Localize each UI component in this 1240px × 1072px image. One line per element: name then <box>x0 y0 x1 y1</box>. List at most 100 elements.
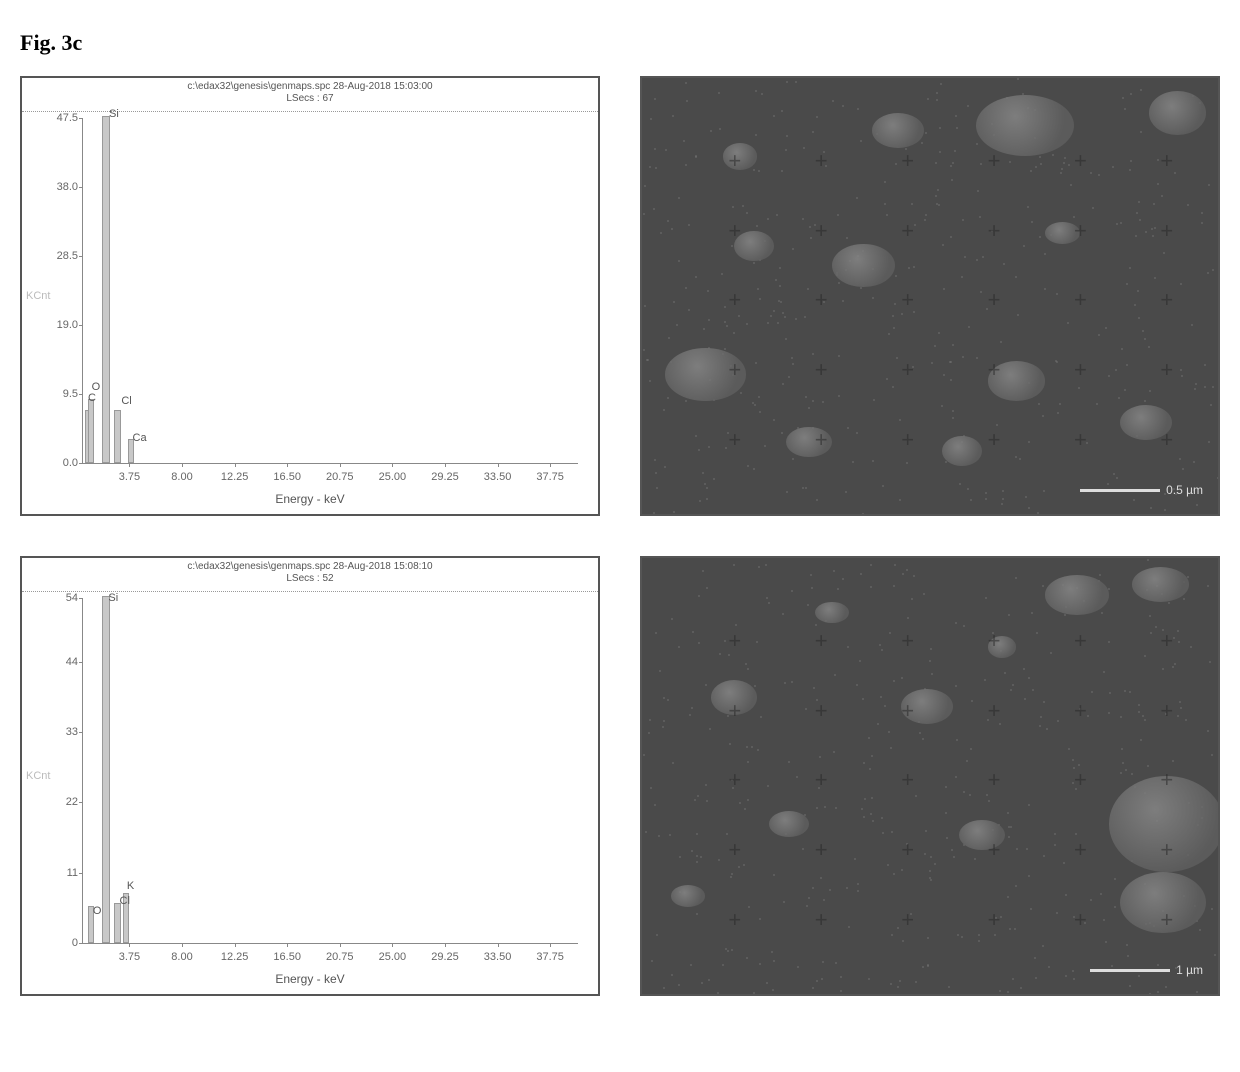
scalebar-line <box>1080 489 1160 492</box>
cross-mark: + <box>1160 287 1173 313</box>
cross-mark: + <box>1074 698 1087 724</box>
cross-mark: + <box>815 907 828 933</box>
sem-particle <box>671 885 706 907</box>
x-tick-label: 20.75 <box>326 951 354 963</box>
cross-mark: + <box>728 427 741 453</box>
y-axis-label: KCnt <box>26 770 50 782</box>
cross-mark: + <box>988 698 1001 724</box>
y-tick-label: 33 <box>33 726 78 738</box>
x-tick-label: 20.75 <box>326 471 354 483</box>
cross-mark: + <box>728 218 741 244</box>
x-tick-label: 12.25 <box>221 471 249 483</box>
y-tick-label: 28.5 <box>33 250 78 262</box>
peak-label: Si <box>109 108 119 120</box>
x-tick-label: 37.75 <box>536 471 564 483</box>
cross-mark: + <box>728 767 741 793</box>
spectrum-header-line2: LSecs : 67 <box>22 93 598 105</box>
cross-mark: + <box>815 837 828 863</box>
cross-mark: + <box>728 357 741 383</box>
y-tick-label: 22 <box>33 796 78 808</box>
cross-mark: + <box>728 148 741 174</box>
row-bottom: c:\edax32\genesis\genmaps.spc 28-Aug-201… <box>20 556 1220 996</box>
cross-mark: + <box>988 427 1001 453</box>
x-tick-label: 16.50 <box>273 471 301 483</box>
cross-mark: + <box>815 628 828 654</box>
scalebar-line <box>1090 969 1170 972</box>
sem-particle <box>872 113 924 148</box>
cross-mark: + <box>728 837 741 863</box>
sem-particle <box>1149 91 1207 135</box>
scalebar: 1 µm <box>1090 961 1203 979</box>
y-tick-label: 38.0 <box>33 181 78 193</box>
cross-mark: + <box>815 287 828 313</box>
cross-mark: + <box>1160 628 1173 654</box>
x-axis-label: Energy - keV <box>22 492 598 506</box>
spectrum-header-line2: LSecs : 52 <box>22 573 598 585</box>
cross-mark: + <box>901 907 914 933</box>
peak <box>102 596 110 943</box>
y-tick-label: 0.0 <box>33 457 78 469</box>
cross-mark: + <box>1074 628 1087 654</box>
spectrum-header-line1: c:\edax32\genesis\genmaps.spc 28-Aug-201… <box>22 561 598 573</box>
x-tick-label: 33.50 <box>484 951 512 963</box>
cross-mark: + <box>1074 767 1087 793</box>
cross-mark: + <box>1074 218 1087 244</box>
y-tick-label: 47.5 <box>33 112 78 124</box>
cross-mark: + <box>988 357 1001 383</box>
peak-label: Cl <box>121 395 131 407</box>
y-tick-label: 11 <box>33 867 78 879</box>
peak-label: O <box>93 905 102 917</box>
y-tick-label: 44 <box>33 656 78 668</box>
x-tick-label: 3.75 <box>119 951 140 963</box>
y-tick-label: 19.0 <box>33 319 78 331</box>
cross-mark: + <box>901 767 914 793</box>
x-tick-label: 12.25 <box>221 951 249 963</box>
cross-mark: + <box>901 218 914 244</box>
sem-panel-bottom: ++++++++++++++++++++++++++++++ 1 µm <box>640 556 1220 996</box>
sem-particle <box>832 244 895 288</box>
cross-mark: + <box>815 767 828 793</box>
sem-particle <box>769 811 809 837</box>
cross-mark: + <box>1160 837 1173 863</box>
x-tick-label: 25.00 <box>379 951 407 963</box>
peak <box>114 903 120 943</box>
cross-mark: + <box>815 698 828 724</box>
plot-area-top: 0.09.519.028.538.047.53.758.0012.2516.50… <box>82 118 578 464</box>
spectrum-header: c:\edax32\genesis\genmaps.spc 28-Aug-201… <box>22 558 598 592</box>
cross-mark: + <box>988 628 1001 654</box>
sem-particle <box>1132 567 1190 602</box>
peak-label: Cl <box>120 895 130 907</box>
x-tick-label: 37.75 <box>536 951 564 963</box>
cross-mark: + <box>815 427 828 453</box>
sem-image-top: ++++++++++++++++++++++++++++++ <box>642 78 1218 514</box>
spectrum-header: c:\edax32\genesis\genmaps.spc 28-Aug-201… <box>22 78 598 112</box>
spectrum-panel-bottom: c:\edax32\genesis\genmaps.spc 28-Aug-201… <box>20 556 600 996</box>
cross-mark: + <box>1160 148 1173 174</box>
sem-particle <box>815 602 850 624</box>
cross-mark: + <box>988 907 1001 933</box>
cross-mark: + <box>728 628 741 654</box>
cross-mark: + <box>901 427 914 453</box>
cross-mark: + <box>1074 148 1087 174</box>
sem-particle <box>1045 575 1108 614</box>
x-axis-label: Energy - keV <box>22 972 598 986</box>
x-tick-label: 29.25 <box>431 471 459 483</box>
y-tick-label: 54 <box>33 592 78 604</box>
cross-mark: + <box>1160 427 1173 453</box>
x-tick-label: 25.00 <box>379 471 407 483</box>
x-tick-label: 8.00 <box>171 951 192 963</box>
peak-label: Si <box>108 592 118 604</box>
cross-mark: + <box>728 287 741 313</box>
cross-mark: + <box>1074 357 1087 383</box>
spectrum-panel-top: c:\edax32\genesis\genmaps.spc 28-Aug-201… <box>20 76 600 516</box>
cross-mark: + <box>988 837 1001 863</box>
cross-mark: + <box>815 148 828 174</box>
row-top: c:\edax32\genesis\genmaps.spc 28-Aug-201… <box>20 76 1220 516</box>
sem-particle <box>942 436 982 467</box>
figure-title: Fig. 3c <box>20 30 1220 56</box>
cross-mark: + <box>988 767 1001 793</box>
x-tick-label: 3.75 <box>119 471 140 483</box>
x-tick-label: 33.50 <box>484 471 512 483</box>
cross-mark: + <box>901 148 914 174</box>
cross-mark: + <box>728 907 741 933</box>
